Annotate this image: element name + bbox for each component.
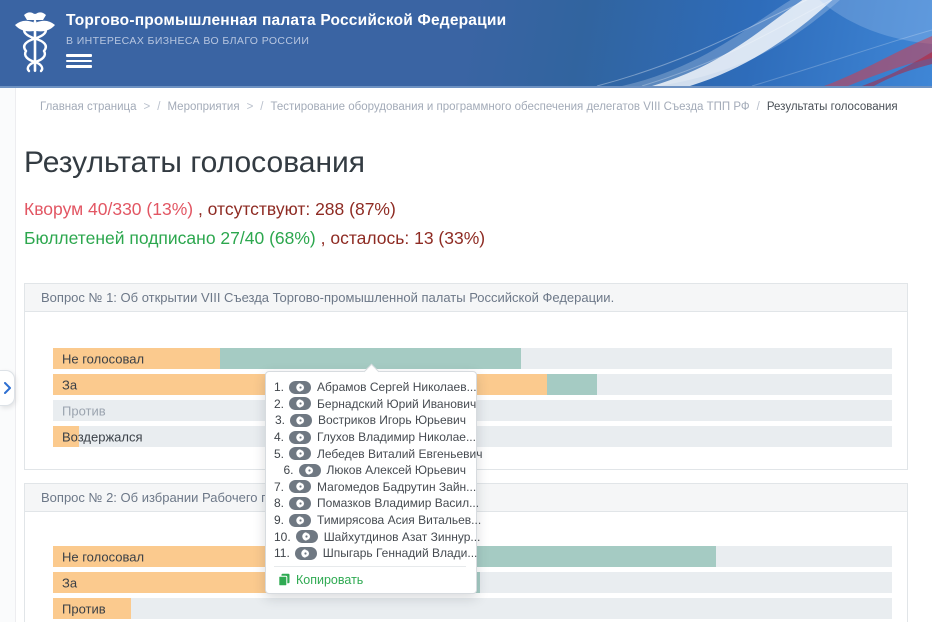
- delegate-number: 3.: [274, 413, 285, 428]
- delegate-number: 2.: [274, 396, 285, 411]
- delegate-name: Лебедев Виталий Евгеньевич: [317, 446, 483, 461]
- delegate-list-item: 8. Помазков Владимир Васил...: [274, 495, 479, 512]
- delegate-list-item: 11. Шпыгарь Геннадий Влади...: [274, 545, 477, 562]
- delegate-number: 11.: [274, 546, 290, 561]
- delegate-name: Помазков Владимир Васил...: [317, 496, 480, 511]
- site-slogan: В ИНТЕРЕСАХ БИЗНЕСА ВО БЛАГО РОССИИ: [66, 35, 310, 47]
- delegate-badge-icon: [289, 430, 312, 444]
- breadcrumb-event-testing[interactable]: Тестирование оборудования и программного…: [270, 101, 750, 113]
- breadcrumb-separator: >: [143, 101, 151, 113]
- delegate-name: Магомедов Бадрутин Зайн...: [317, 479, 477, 494]
- breadcrumb-events[interactable]: Мероприятия: [167, 101, 240, 113]
- delegate-badge-icon: [289, 496, 312, 510]
- chevron-right-icon: [3, 382, 11, 394]
- page-title: Результаты голосования: [24, 146, 366, 179]
- quorum-value: Кворум 40/330 (13%): [24, 199, 194, 219]
- delegate-list-item: 5. Лебедев Виталий Евгеньевич: [274, 445, 483, 462]
- delegate-badge-icon: [289, 413, 312, 427]
- delegate-number: 1.: [274, 380, 285, 395]
- delegate-badge-icon: [289, 480, 312, 494]
- site-header: Торгово-промышленная палата Российской Ф…: [0, 0, 932, 88]
- delegate-number: 10.: [274, 529, 291, 544]
- menu-icon[interactable]: [66, 54, 92, 71]
- site-title: Торгово-промышленная палата Российской Ф…: [66, 12, 507, 29]
- bar-segment-orange[interactable]: [53, 348, 220, 369]
- delegate-name: Бернадский Юрий Иванович: [317, 396, 477, 411]
- question-1-title: Вопрос № 1: Об открытии VIII Съезда Торг…: [25, 284, 907, 312]
- copy-button[interactable]: Копировать: [274, 565, 466, 587]
- delegate-number: 7.: [274, 479, 285, 494]
- breadcrumb-separator: /: [260, 101, 264, 113]
- delegate-list-item: 1. Абрамов Сергей Николаев...: [274, 379, 477, 396]
- vote-bar-against[interactable]: Против: [53, 598, 892, 619]
- delegate-list-item: 10. Шайхутдинов Азат Зиннур...: [274, 528, 480, 545]
- bar-label: Против: [62, 403, 106, 418]
- delegate-name: Абрамов Сергей Николаев...: [317, 380, 477, 395]
- breadcrumb-separator: /: [756, 101, 760, 113]
- bar-segment-orange[interactable]: [53, 598, 132, 619]
- breadcrumb: Главная страница > / Мероприятия > / Тес…: [40, 101, 898, 113]
- delegate-number: 4.: [274, 430, 285, 445]
- delegate-badge-icon: [289, 513, 312, 527]
- delegate-number: 5.: [274, 446, 285, 461]
- delegate-list-item: 2. Бернадский Юрий Иванович: [274, 396, 476, 413]
- delegate-name: Шпыгарь Геннадий Влади...: [322, 546, 478, 561]
- breadcrumb-current: Результаты голосования: [766, 101, 898, 113]
- delegate-number: 8.: [274, 496, 285, 511]
- bar-segment-teal[interactable]: [547, 374, 597, 395]
- tpp-logo[interactable]: [13, 8, 57, 76]
- copy-icon: [278, 573, 290, 587]
- bar-segment-orange[interactable]: [53, 426, 79, 447]
- bar-segment-teal[interactable]: [219, 348, 522, 369]
- delegate-name: Шайхутдинов Азат Зиннур...: [323, 529, 481, 544]
- ballots-signed-value: Бюллетеней подписано 27/40 (68%): [24, 228, 316, 248]
- quorum-line: Кворум 40/330 (13%) , отсутствуют: 288 (…: [24, 199, 396, 220]
- delegate-badge-icon: [294, 546, 317, 560]
- sidebar-expand-button[interactable]: [0, 370, 15, 406]
- copy-label: Копировать: [296, 572, 364, 587]
- delegate-number: 9.: [274, 513, 285, 528]
- delegate-name: Люков Алексей Юрьевич: [326, 463, 466, 478]
- delegate-name: Тимирясова Асия Витальев...: [317, 513, 482, 528]
- delegate-list-item: 4. Глухов Владимир Николае...: [274, 429, 476, 446]
- absent-value: , отсутствуют: 288 (87%): [193, 199, 396, 219]
- delegate-badge-icon: [298, 463, 321, 477]
- ballots-line: Бюллетеней подписано 27/40 (68%) , остал…: [24, 228, 485, 249]
- delegates-popup: 1. Абрамов Сергей Николаев... 2. Бернад: [265, 371, 483, 594]
- delegate-list-item: 3. Востриков Игорь Юрьевич: [274, 412, 466, 429]
- delegate-badge-icon: [289, 447, 312, 461]
- delegate-list-item: 7. Магомедов Бадрутин Зайн...: [274, 479, 476, 496]
- delegate-list-item: 9. Тимирясова Асия Витальев...: [274, 512, 481, 529]
- left-gutter: [0, 88, 16, 622]
- delegate-name: Востриков Игорь Юрьевич: [317, 413, 466, 428]
- bar-segment-teal[interactable]: [430, 546, 716, 567]
- flag-waves-decoration: [596, 0, 932, 86]
- ballots-left-value: , осталось: 13 (33%): [315, 228, 486, 248]
- delegate-badge-icon: [289, 397, 312, 411]
- delegate-number: 6.: [283, 463, 294, 478]
- delegate-badge-icon: [289, 380, 312, 394]
- breadcrumb-home[interactable]: Главная страница: [40, 101, 137, 113]
- delegate-name: Глухов Владимир Николае...: [317, 430, 476, 445]
- breadcrumb-separator: >: [246, 101, 254, 113]
- breadcrumb-separator: /: [157, 101, 161, 113]
- delegate-list: 1. Абрамов Сергей Николаев... 2. Бернад: [274, 379, 483, 562]
- delegate-list-item: 6. Люков Алексей Юрьевич: [274, 462, 467, 479]
- delegate-badge-icon: [295, 530, 318, 544]
- vote-bar-not-voted[interactable]: Не голосовал: [53, 348, 892, 369]
